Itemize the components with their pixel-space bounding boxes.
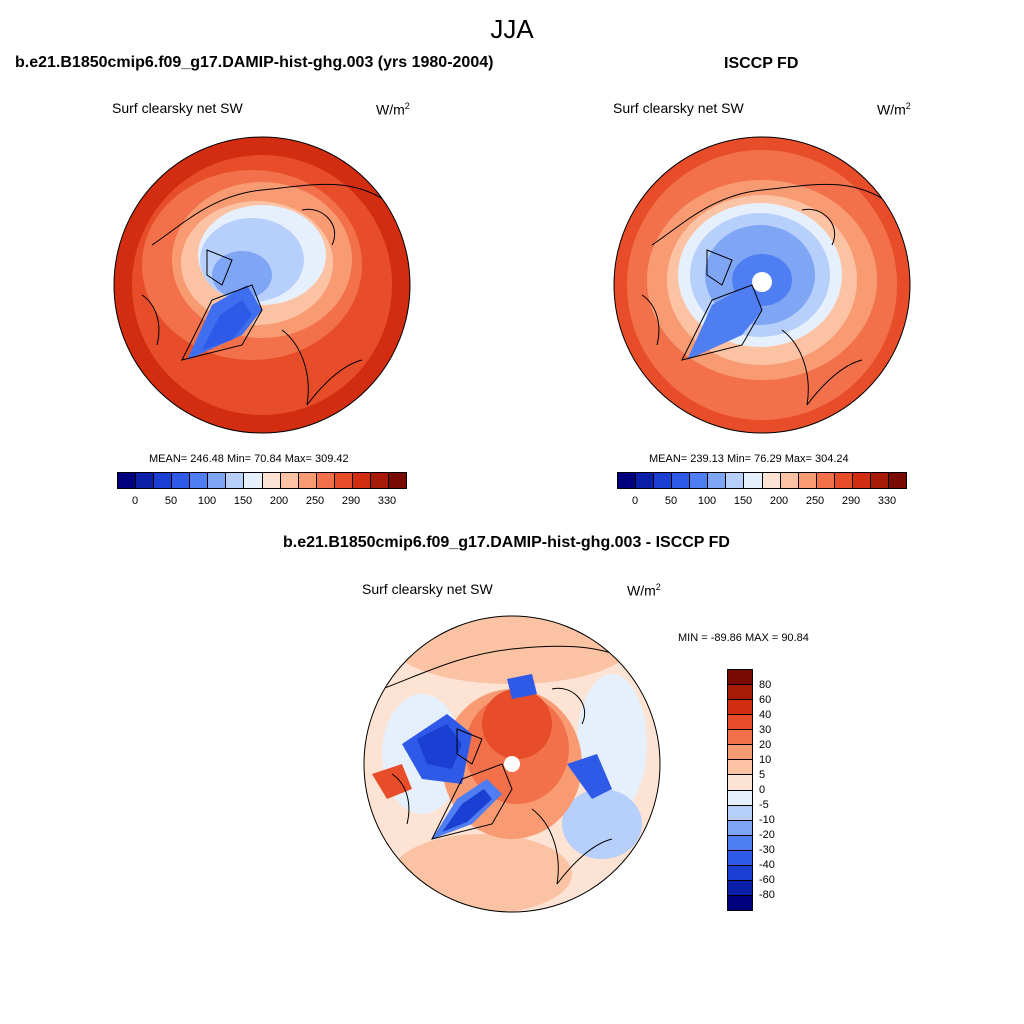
colorbar-swatch	[762, 473, 781, 488]
colorbar-tick-label: 60	[759, 694, 772, 706]
panel-2-stats: MEAN= 239.13 Min= 76.29 Max= 304.24	[649, 453, 849, 465]
panel-2-title: ISCCP FD	[724, 55, 799, 72]
colorbar-tick-label: 50	[664, 495, 678, 507]
colorbar-swatch	[728, 820, 752, 836]
colorbar-tick-label: -20	[759, 829, 775, 841]
panel-1-polar-map	[113, 136, 411, 434]
colorbar-swatch	[226, 473, 245, 488]
panel-3-units: W/m2	[627, 582, 661, 599]
colorbar-tick-label: 0	[759, 784, 766, 796]
colorbar-swatch	[728, 700, 752, 716]
colorbar-swatch	[888, 473, 906, 488]
colorbar-swatch	[816, 473, 835, 488]
colorbar-swatch	[262, 473, 281, 488]
colorbar-tick-label: 20	[759, 739, 772, 751]
colorbar-tick-label: 200	[269, 495, 289, 507]
colorbar-tick-label: 330	[377, 495, 397, 507]
panel-3-colorbar	[727, 669, 753, 911]
colorbar-swatch	[316, 473, 335, 488]
colorbar-tick-label: -60	[759, 874, 775, 886]
figure-title: JJA	[490, 14, 534, 44]
colorbar-swatch	[728, 895, 752, 910]
panel-3-title: b.e21.B1850cmip6.f09_g17.DAMIP-hist-ghg.…	[283, 534, 730, 551]
colorbar-swatch	[728, 835, 752, 851]
colorbar-swatch	[728, 775, 752, 791]
colorbar-swatch	[352, 473, 371, 488]
colorbar-swatch	[298, 473, 317, 488]
panel-1-units: W/m2	[376, 101, 410, 118]
panel-3-stats: MIN = -89.86 MAX = 90.84	[678, 632, 809, 644]
colorbar-tick-label: 30	[759, 724, 772, 736]
colorbar-swatch	[388, 473, 406, 488]
colorbar-swatch	[280, 473, 299, 488]
colorbar-tick-label: 150	[233, 495, 253, 507]
colorbar-swatch	[690, 473, 709, 488]
colorbar-tick-label: 330	[877, 495, 897, 507]
colorbar-swatch	[190, 473, 209, 488]
colorbar-swatch	[728, 730, 752, 746]
colorbar-swatch	[172, 473, 191, 488]
colorbar-tick-label: 10	[759, 754, 772, 766]
colorbar-swatch	[728, 790, 752, 806]
colorbar-tick-label: 5	[759, 769, 766, 781]
colorbar-swatch	[852, 473, 871, 488]
panel-2-units: W/m2	[877, 101, 911, 118]
colorbar-swatch	[834, 473, 853, 488]
colorbar-swatch	[798, 473, 817, 488]
colorbar-tick-label: -10	[759, 814, 775, 826]
panel-1-variable: Surf clearsky net SW	[112, 100, 243, 116]
panel-2-colorbar	[617, 472, 907, 489]
colorbar-tick-label: 150	[733, 495, 753, 507]
colorbar-tick-label: -80	[759, 889, 775, 901]
colorbar-swatch	[728, 745, 752, 761]
panel-2-polar-map	[613, 136, 911, 434]
colorbar-swatch	[728, 670, 752, 686]
colorbar-tick-label: 290	[341, 495, 361, 507]
colorbar-swatch	[154, 473, 173, 488]
colorbar-tick-label: 80	[759, 679, 772, 691]
colorbar-swatch	[728, 850, 752, 866]
colorbar-swatch	[636, 473, 655, 488]
colorbar-swatch	[654, 473, 673, 488]
colorbar-swatch	[728, 685, 752, 701]
colorbar-tick-label: -5	[759, 799, 769, 811]
panel-3-variable: Surf clearsky net SW	[362, 581, 493, 597]
colorbar-swatch	[672, 473, 691, 488]
colorbar-tick-label: 100	[197, 495, 217, 507]
colorbar-swatch	[708, 473, 727, 488]
colorbar-swatch	[728, 715, 752, 731]
colorbar-swatch	[136, 473, 155, 488]
colorbar-tick-label: -40	[759, 859, 775, 871]
panel-3-polar-map	[363, 615, 661, 913]
colorbar-swatch	[618, 473, 637, 488]
colorbar-tick-label: 0	[131, 495, 139, 507]
colorbar-swatch	[244, 473, 263, 488]
colorbar-swatch	[728, 805, 752, 821]
colorbar-swatch	[780, 473, 799, 488]
colorbar-tick-label: 100	[697, 495, 717, 507]
colorbar-swatch	[334, 473, 353, 488]
panel-1-title: b.e21.B1850cmip6.f09_g17.DAMIP-hist-ghg.…	[15, 54, 494, 71]
colorbar-swatch	[726, 473, 745, 488]
colorbar-tick-label: 250	[805, 495, 825, 507]
colorbar-swatch	[728, 880, 752, 896]
colorbar-tick-label: 200	[769, 495, 789, 507]
colorbar-tick-label: 250	[305, 495, 325, 507]
colorbar-tick-label: 40	[759, 709, 772, 721]
colorbar-tick-label: 0	[631, 495, 639, 507]
colorbar-tick-label: 290	[841, 495, 861, 507]
panel-2-variable: Surf clearsky net SW	[613, 100, 744, 116]
colorbar-swatch	[744, 473, 763, 488]
colorbar-swatch	[728, 760, 752, 776]
colorbar-swatch	[118, 473, 137, 488]
colorbar-swatch	[370, 473, 389, 488]
colorbar-tick-label: -30	[759, 844, 775, 856]
panel-1-colorbar	[117, 472, 407, 489]
panel-1-stats: MEAN= 246.48 Min= 70.84 Max= 309.42	[149, 453, 349, 465]
colorbar-swatch	[728, 865, 752, 881]
colorbar-swatch	[870, 473, 889, 488]
colorbar-tick-label: 50	[164, 495, 178, 507]
colorbar-swatch	[208, 473, 227, 488]
